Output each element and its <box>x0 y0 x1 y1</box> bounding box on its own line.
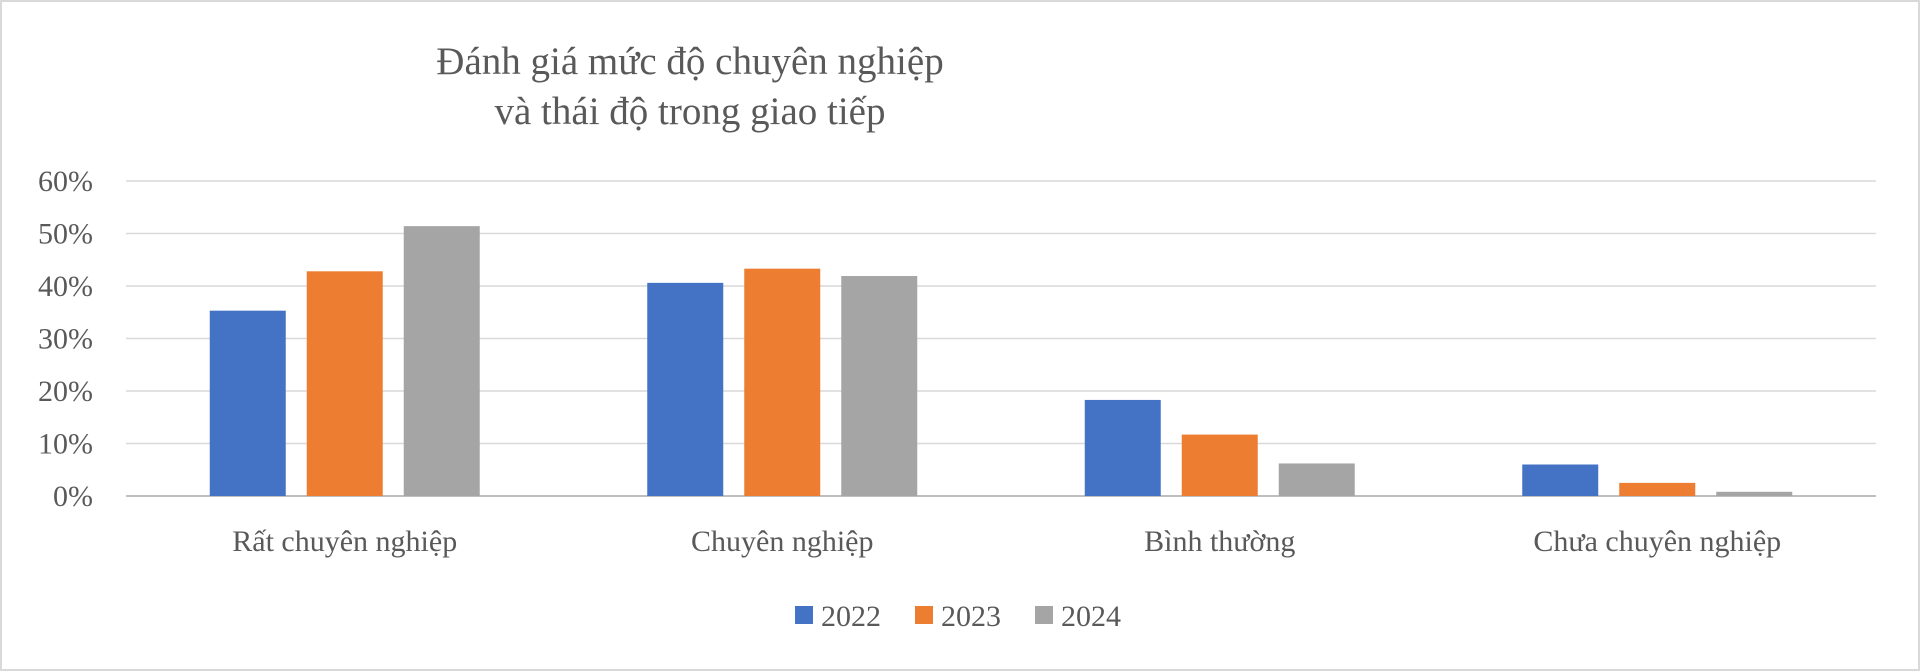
y-axis-ticks: 0% 10% 20% 30% 40% 50% 60% <box>38 165 93 513</box>
chart-title-line-2: và thái độ trong giao tiếp <box>495 90 886 133</box>
bars <box>209 226 1793 496</box>
gridlines <box>126 180 1876 497</box>
bar-2023 <box>1181 434 1258 496</box>
bar-2022 <box>1084 399 1161 496</box>
bar-2023 <box>306 271 383 496</box>
bar-2022 <box>209 310 286 496</box>
x-tick-label: Chưa chuyên nghiệp <box>1533 525 1781 558</box>
y-tick-label: 50% <box>38 218 93 251</box>
bar-2024 <box>1278 463 1355 496</box>
legend-swatch-2024 <box>1035 606 1053 624</box>
y-tick-label: 30% <box>38 323 93 356</box>
legend: 2022 2023 2024 <box>795 600 1121 633</box>
bar-2024 <box>1716 491 1793 496</box>
legend-swatch-2023 <box>915 606 933 624</box>
legend-label: 2024 <box>1061 600 1121 633</box>
y-tick-label: 20% <box>38 375 93 408</box>
legend-swatch-2022 <box>795 606 813 624</box>
chart-title-line-1: Đánh giá mức độ chuyên nghiệp <box>436 40 943 83</box>
x-tick-label: Chuyên nghiệp <box>691 525 873 558</box>
bar-2024 <box>841 276 918 496</box>
legend-label: 2023 <box>941 600 1001 633</box>
x-axis: Rất chuyên nghiệp Chuyên nghiệp Bình thườn… <box>232 525 1781 558</box>
y-tick-label: 40% <box>38 270 93 303</box>
bar-2023 <box>744 268 821 496</box>
x-tick-label: Bình thường <box>1144 525 1295 558</box>
chart-title: Đánh giá mức độ chuyên nghiệp và thái độ… <box>436 40 943 133</box>
y-tick-label: 10% <box>38 428 93 461</box>
x-tick-label: Rất chuyên nghiệp <box>232 525 457 558</box>
bar-2022 <box>647 282 724 496</box>
bar-2024 <box>403 226 480 496</box>
y-tick-label: 60% <box>38 165 93 198</box>
bar-2022 <box>1522 464 1599 496</box>
bar-2023 <box>1619 482 1696 496</box>
y-tick-label: 0% <box>53 480 93 513</box>
legend-label: 2022 <box>821 600 881 633</box>
